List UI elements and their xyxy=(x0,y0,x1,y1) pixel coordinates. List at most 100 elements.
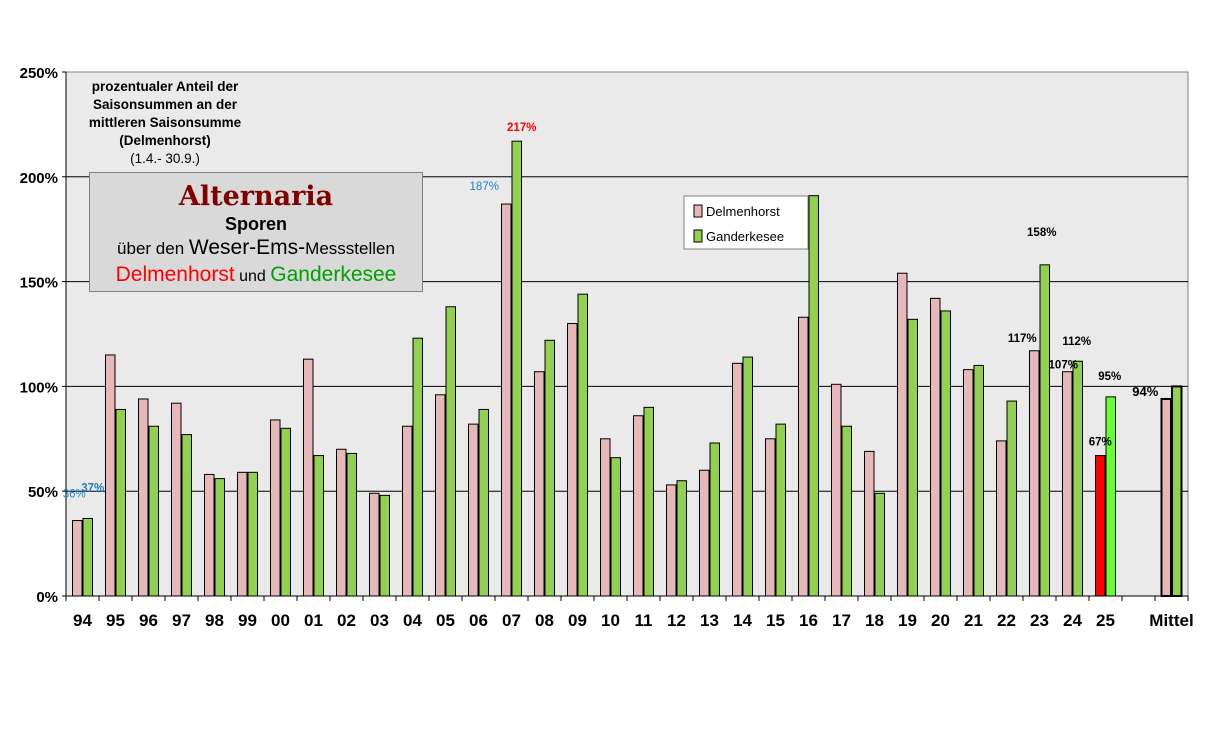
bar-ganderkesee xyxy=(148,425,159,597)
data-label: 112% xyxy=(1062,336,1091,348)
bar-ganderkesee xyxy=(1105,396,1116,597)
bar-ganderkesee xyxy=(379,494,390,597)
bar-delmenhorst xyxy=(831,383,842,597)
bar-ganderkesee xyxy=(82,517,93,597)
data-label: 117% xyxy=(1008,333,1037,345)
legend: Delmenhorst Ganderkesee xyxy=(683,195,809,250)
bar-delmenhorst xyxy=(1160,397,1172,598)
x-tick-label: Mittel xyxy=(1149,611,1193,630)
x-tick-label: 20 xyxy=(931,611,950,630)
legend-label-delmenhorst: Delmenhorst xyxy=(706,204,780,219)
bar-ganderkesee xyxy=(775,423,786,597)
bar-delmenhorst xyxy=(501,203,512,597)
title-box: Alternaria Sporen über den Weser-Ems-Mes… xyxy=(89,172,423,292)
bar-delmenhorst xyxy=(1095,455,1106,597)
legend-swatch-delmenhorst xyxy=(693,204,703,218)
bar-delmenhorst xyxy=(468,423,479,597)
data-label: 94% xyxy=(1132,384,1158,399)
bar-ganderkesee xyxy=(709,442,720,597)
bar-delmenhorst xyxy=(204,473,215,597)
bar-ganderkesee xyxy=(1006,400,1017,597)
bar-delmenhorst xyxy=(72,520,83,597)
note-line-2: Saisonsummen an der xyxy=(92,97,238,112)
legend-box xyxy=(683,195,809,250)
bar-ganderkesee xyxy=(907,318,918,597)
title-station-ganderkesee: Ganderkesee xyxy=(270,263,397,286)
x-tick-label: 96 xyxy=(139,611,158,630)
bar-ganderkesee xyxy=(577,293,588,597)
x-tick-label: 12 xyxy=(667,611,686,630)
title-line-3b: Weser-Ems- xyxy=(188,236,306,259)
title-line-4: Delmenhorst und Ganderkesee xyxy=(90,262,422,290)
bar-delmenhorst xyxy=(105,354,116,597)
bar-delmenhorst xyxy=(1029,350,1040,597)
x-tick-label: 10 xyxy=(601,611,620,630)
x-tick-label: 15 xyxy=(766,611,785,630)
bar-ganderkesee xyxy=(544,339,555,597)
legend-swatch-ganderkesee xyxy=(693,229,703,243)
data-label: 217% xyxy=(507,122,536,134)
bar-ganderkesee xyxy=(313,455,324,597)
x-axis: 94 95 96 97 98 99 00 01 02 03 04 05 06 07 08 09 10 11 12 13… xyxy=(65,595,1194,630)
data-label: 37% xyxy=(81,482,104,494)
note-line-5: (1.4.- 30.9.) xyxy=(130,151,200,166)
x-tick-label: 19 xyxy=(898,611,917,630)
bar-delmenhorst xyxy=(996,440,1007,597)
title-sub: Sporen xyxy=(224,214,287,234)
bar-ganderkesee xyxy=(445,306,456,597)
data-label: 187% xyxy=(470,181,499,193)
x-tick-label: 95 xyxy=(106,611,125,630)
bar-ganderkesee xyxy=(115,408,126,597)
x-tick-label: 06 xyxy=(469,611,488,630)
bar-ganderkesee xyxy=(676,480,687,597)
bar-delmenhorst xyxy=(699,469,710,597)
y-axis: 0% 50% 100% 150% 200% 250% xyxy=(20,65,67,606)
x-tick-label: 24 xyxy=(1063,611,1082,630)
note-line-3: mittleren Saisonsumme xyxy=(88,115,242,130)
data-label: 67% xyxy=(1089,437,1112,449)
x-tick-label: 25 xyxy=(1096,611,1115,630)
x-tick-label: 01 xyxy=(304,611,323,630)
bar-delmenhorst xyxy=(303,358,314,597)
note-line-1: prozentualer Anteil der xyxy=(91,79,239,94)
x-tick-label: 05 xyxy=(436,611,455,630)
title-und: und xyxy=(234,268,271,285)
x-tick-label: 17 xyxy=(832,611,851,630)
x-tick-label: 07 xyxy=(502,611,521,630)
x-tick-label: 09 xyxy=(568,611,587,630)
x-tick-label: 94 xyxy=(73,611,92,630)
x-tick-label: 11 xyxy=(635,611,653,630)
bar-ganderkesee xyxy=(610,457,621,597)
data-label: 36% xyxy=(63,489,86,501)
y-tick-label: 150% xyxy=(20,275,58,292)
y-tick-label: 0% xyxy=(36,589,58,606)
bar-delmenhorst xyxy=(534,371,545,597)
bar-ganderkesee xyxy=(874,492,885,597)
bar-delmenhorst xyxy=(732,362,743,597)
x-tick-label: 00 xyxy=(271,611,290,630)
bar-delmenhorst xyxy=(798,316,809,597)
bar-ganderkesee xyxy=(511,140,522,597)
bar-ganderkesee xyxy=(1072,360,1083,597)
y-tick-label: 200% xyxy=(20,170,58,187)
bar-ganderkesee xyxy=(247,471,258,597)
x-tick-label: 18 xyxy=(865,611,884,630)
data-labels: 36%37% 187% 217% 117% 158% 107% 112% 67% 95% 94% xyxy=(63,122,1159,500)
bar-ganderkesee xyxy=(181,434,192,597)
title-line-3a: über den xyxy=(117,239,189,258)
x-tick-label: 13 xyxy=(700,611,719,630)
bar-delmenhorst xyxy=(633,415,644,597)
bar-delmenhorst xyxy=(435,394,446,597)
bar-delmenhorst xyxy=(930,297,941,597)
x-tick-label: 22 xyxy=(997,611,1016,630)
bar-delmenhorst xyxy=(171,402,182,597)
bar-ganderkesee xyxy=(940,310,951,597)
bar-ganderkesee xyxy=(280,427,291,597)
chart-note: prozentualer Anteil der Saisonsummen an … xyxy=(70,78,260,168)
data-label: 95% xyxy=(1098,371,1121,383)
bar-ganderkesee xyxy=(808,195,819,597)
bar-ganderkesee xyxy=(346,452,357,597)
bar-delmenhorst xyxy=(600,438,611,597)
y-tick-label: 250% xyxy=(20,65,58,82)
